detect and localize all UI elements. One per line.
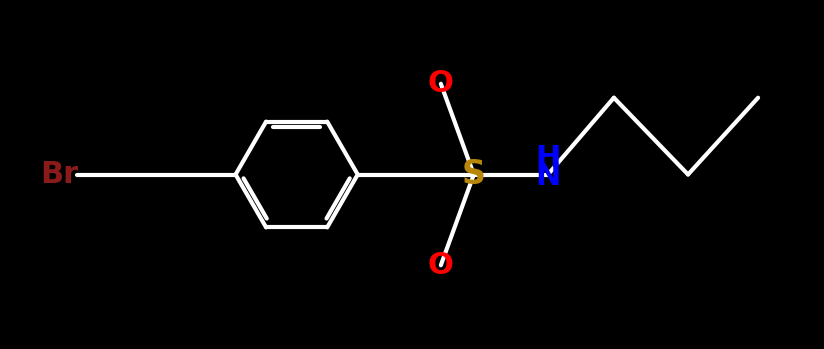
Text: Br: Br: [40, 160, 78, 189]
Text: H: H: [536, 144, 560, 173]
Text: O: O: [428, 69, 454, 98]
Text: O: O: [428, 251, 454, 280]
Text: S: S: [461, 158, 486, 191]
Text: N: N: [536, 162, 560, 191]
